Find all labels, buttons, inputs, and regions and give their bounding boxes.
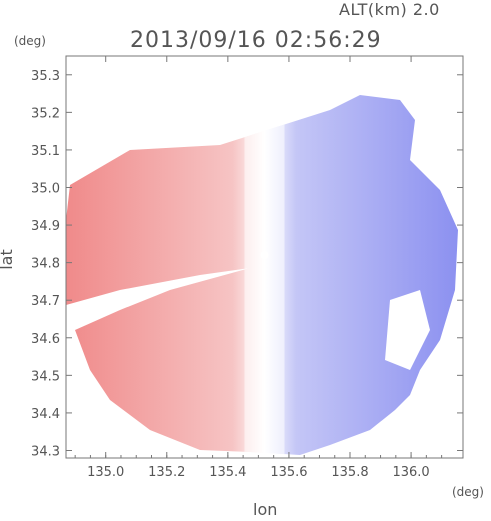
y-tick-label: 34.5 (31, 369, 60, 384)
y-tick-label: 34.7 (31, 294, 60, 309)
altitude-label: ALT(km) 2.0 (339, 0, 440, 19)
timestamp-title: 2013/09/16 02:56:29 (130, 28, 382, 53)
x-tick-label: 135.0 (87, 465, 124, 480)
x-tick-label: 135.2 (148, 465, 185, 480)
y-tick-label: 34.9 (31, 219, 60, 234)
plot-border (65, 55, 464, 459)
y-axis-ticks: 34.3 34.4 34.5 34.6 34.7 34.8 34.9 35.0 35.1 35.2… (31, 69, 463, 459)
x-axis-label: lon (253, 500, 278, 519)
plot-frame (65, 55, 464, 459)
zero-velocity-band (244, 95, 285, 455)
x-tick-label: 136.0 (392, 465, 429, 480)
no-echo-gap (385, 290, 430, 370)
y-tick-label: 35.0 (31, 181, 60, 196)
y-tick-label: 35.1 (31, 144, 60, 159)
y-tick-label: 34.8 (31, 257, 60, 272)
y-tick-label: 35.3 (31, 69, 60, 84)
velocity-field (66, 95, 458, 455)
y-tick-label: 34.6 (31, 332, 60, 347)
x-tick-label: 135.4 (209, 465, 246, 480)
x-unit-label: (deg) (452, 485, 484, 499)
y-tick-label: 34.4 (31, 407, 60, 422)
x-tick-label: 135.8 (331, 465, 368, 480)
y-tick-label: 35.2 (31, 106, 60, 121)
x-tick-label: 135.6 (270, 465, 307, 480)
y-tick-label: 34.3 (31, 444, 60, 459)
x-axis-ticks: 135.0 135.2 135.4 135.6 135.8 136.0 (74, 56, 443, 480)
y-unit-label: (deg) (14, 34, 46, 48)
radar-site-marker (260, 251, 269, 260)
